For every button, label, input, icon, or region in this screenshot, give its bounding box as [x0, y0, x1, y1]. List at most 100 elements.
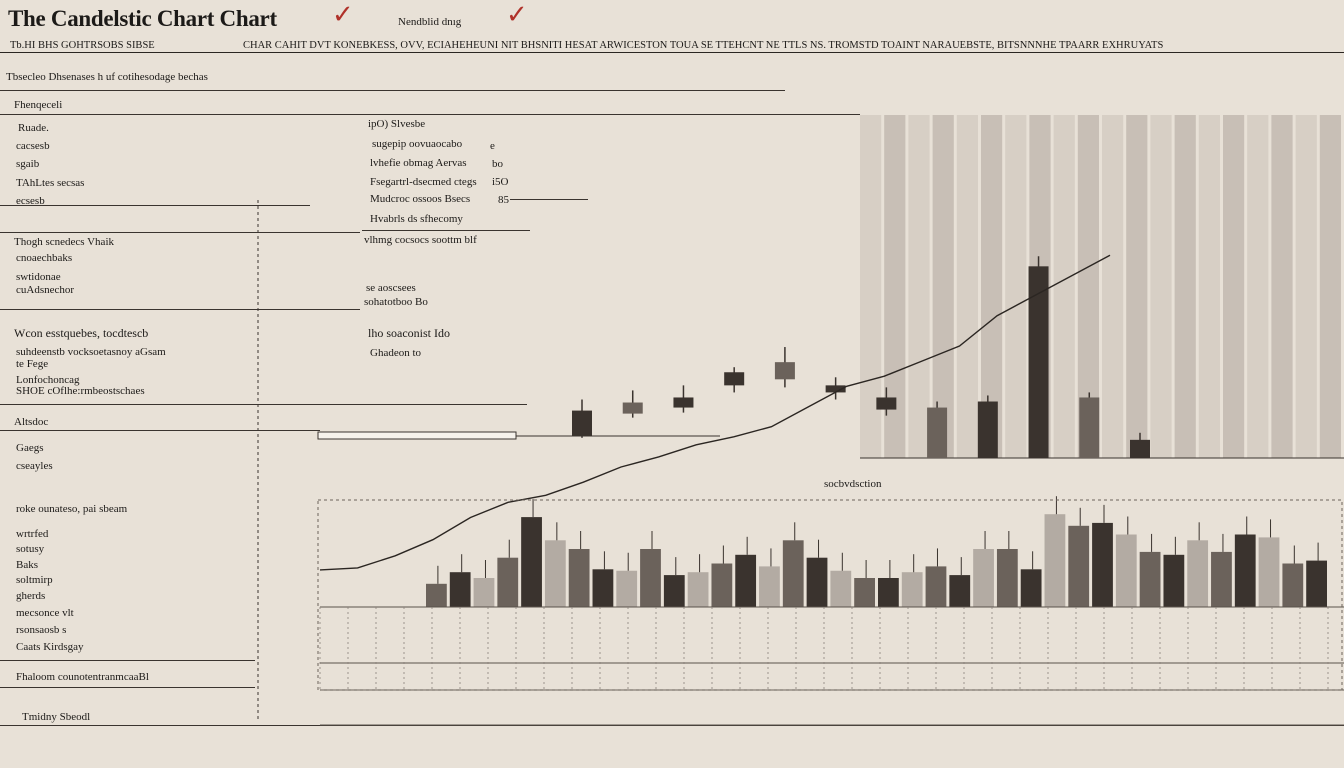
- mid-number: e: [490, 140, 495, 152]
- background-panel: [1223, 115, 1245, 458]
- sidebar-item[interactable]: Ruade.: [18, 122, 49, 134]
- sidebar-item[interactable]: mecsonce vlt: [16, 607, 74, 619]
- sidebar-item[interactable]: cacsesb: [16, 140, 50, 152]
- header-divider: [0, 52, 1344, 53]
- sidebar-item[interactable]: Lonfochoncag: [16, 374, 80, 386]
- page-title: The Candelstic Chart Chart: [8, 6, 277, 31]
- sidebar-item[interactable]: SHOE cOflhe:rmbeostschaes: [16, 385, 145, 397]
- divider: [0, 205, 310, 206]
- sidebar-item[interactable]: soltmirp: [16, 574, 53, 586]
- background-panel: [932, 115, 954, 458]
- background-panel: [1102, 115, 1124, 458]
- mid-label: se aoscsees: [366, 282, 416, 294]
- volume-bar: [663, 575, 685, 607]
- divider: [0, 660, 255, 661]
- sidebar-item[interactable]: te Fege: [16, 358, 49, 370]
- candle-body: [1028, 266, 1049, 458]
- left-subtitle: Tb.HI BHS GOHTRSOBS SIBSE: [10, 40, 155, 51]
- group-title: Caats Kirdsgay: [16, 641, 84, 653]
- divider: [0, 232, 360, 233]
- background-panel: [1053, 115, 1075, 458]
- volume-bar: [1282, 563, 1304, 607]
- divider: [0, 90, 785, 91]
- mid-label: sugepip oovuaocabo: [372, 138, 463, 150]
- sidebar-item[interactable]: cseayles: [16, 460, 53, 472]
- volume-bar: [1139, 551, 1161, 607]
- volume-bar: [592, 569, 614, 607]
- background-panel: [1271, 115, 1293, 458]
- sidebar-item[interactable]: cuAdsnechor: [16, 284, 75, 296]
- volume-bar: [782, 540, 804, 607]
- sidebar-item[interactable]: swtidonae: [16, 271, 61, 283]
- sidebar-item[interactable]: sgaib: [16, 158, 40, 170]
- sidebar-item[interactable]: TAhLtes secsas: [16, 177, 85, 189]
- volume-bar: [616, 570, 638, 607]
- candle-body: [927, 407, 948, 458]
- volume-bar: [1258, 537, 1280, 607]
- candle-body: [774, 362, 795, 380]
- background-panel: [1005, 115, 1027, 458]
- divider: [362, 230, 530, 231]
- volume-bar: [1306, 560, 1327, 607]
- background-panel: [981, 115, 1003, 458]
- volume-bar: [711, 563, 733, 607]
- volume-bar: [544, 540, 566, 607]
- sidebar-item[interactable]: cnoaechbaks: [16, 252, 73, 264]
- volume-bar: [949, 575, 971, 607]
- divider: [0, 430, 320, 431]
- volume-bar: [806, 557, 828, 607]
- annotation-label: socbvdsction: [824, 478, 882, 490]
- sidebar-item[interactable]: ecsesb: [16, 195, 45, 207]
- mid-label: Ghadeon to: [370, 347, 422, 359]
- volume-bar: [687, 572, 709, 607]
- volume-bar: [568, 549, 590, 607]
- candle-body: [977, 401, 998, 458]
- background-panel: [1126, 115, 1148, 458]
- divider: [0, 404, 527, 405]
- volume-bar: [1187, 540, 1209, 607]
- volume-bar: [996, 549, 1018, 607]
- candle-body: [1079, 397, 1100, 458]
- volume-bar: [735, 554, 757, 607]
- right-subtitle: CHAR CAHIT DVT KONEBKESS, OVV, ECIAHEHEU…: [243, 40, 1164, 51]
- volume-bar: [640, 549, 661, 607]
- trend-line: [319, 254, 1111, 571]
- group-title: Thogh scnedecs Vhaik: [14, 236, 114, 248]
- volume-bar: [449, 572, 471, 607]
- volume-bar: [854, 578, 875, 607]
- group-title: Altsdoc: [14, 416, 49, 428]
- mid-label: lho soaconist Ido: [368, 326, 450, 340]
- sidebar-item[interactable]: suhdeenstb vocksoetasnoy aGsam: [16, 346, 166, 358]
- mid-number: i5O: [492, 176, 509, 188]
- footer-label: Fhaloom counotentranmcaaBl: [16, 671, 149, 683]
- mid-label: sohatotboo Bo: [364, 296, 428, 308]
- candle-body: [825, 385, 846, 393]
- mid-label: Fsegartrl-dsecmed ctegs: [370, 176, 477, 188]
- background-panel: [860, 115, 882, 458]
- volume-bar: [925, 566, 947, 607]
- mid-label: Hvabrls ds sfhecomy: [370, 213, 463, 225]
- sidebar-item[interactable]: wrtrfed: [16, 528, 49, 540]
- divider: [0, 309, 360, 310]
- sidebar-item[interactable]: sotusy: [16, 543, 45, 555]
- volume-bar: [1068, 525, 1090, 607]
- candle-body: [673, 397, 694, 408]
- mid-number: 85: [498, 194, 509, 206]
- lower-panel-frame: [317, 499, 1343, 691]
- volume-bar: [1234, 534, 1256, 607]
- sidebar-item[interactable]: gherds: [16, 590, 46, 602]
- divider: [0, 114, 860, 115]
- sidebar-item[interactable]: Gaegs: [16, 442, 44, 454]
- breadcrumb: Tbsecleo Dhsenases h uf cotihesodage bec…: [6, 71, 208, 83]
- volume-bar: [497, 557, 519, 607]
- volume-bar: [1020, 569, 1042, 607]
- mid-label: ipO) Slvesbe: [368, 118, 426, 130]
- background-panel: [1198, 115, 1220, 458]
- background-panel: [1174, 115, 1196, 458]
- sidebar-item[interactable]: rsonsaosb s: [16, 624, 67, 636]
- sidebar-item[interactable]: Baks: [16, 559, 38, 571]
- mid-number: bo: [492, 158, 503, 170]
- divider: [510, 199, 588, 200]
- volume-bar: [901, 572, 923, 607]
- background-panel: [1077, 115, 1099, 458]
